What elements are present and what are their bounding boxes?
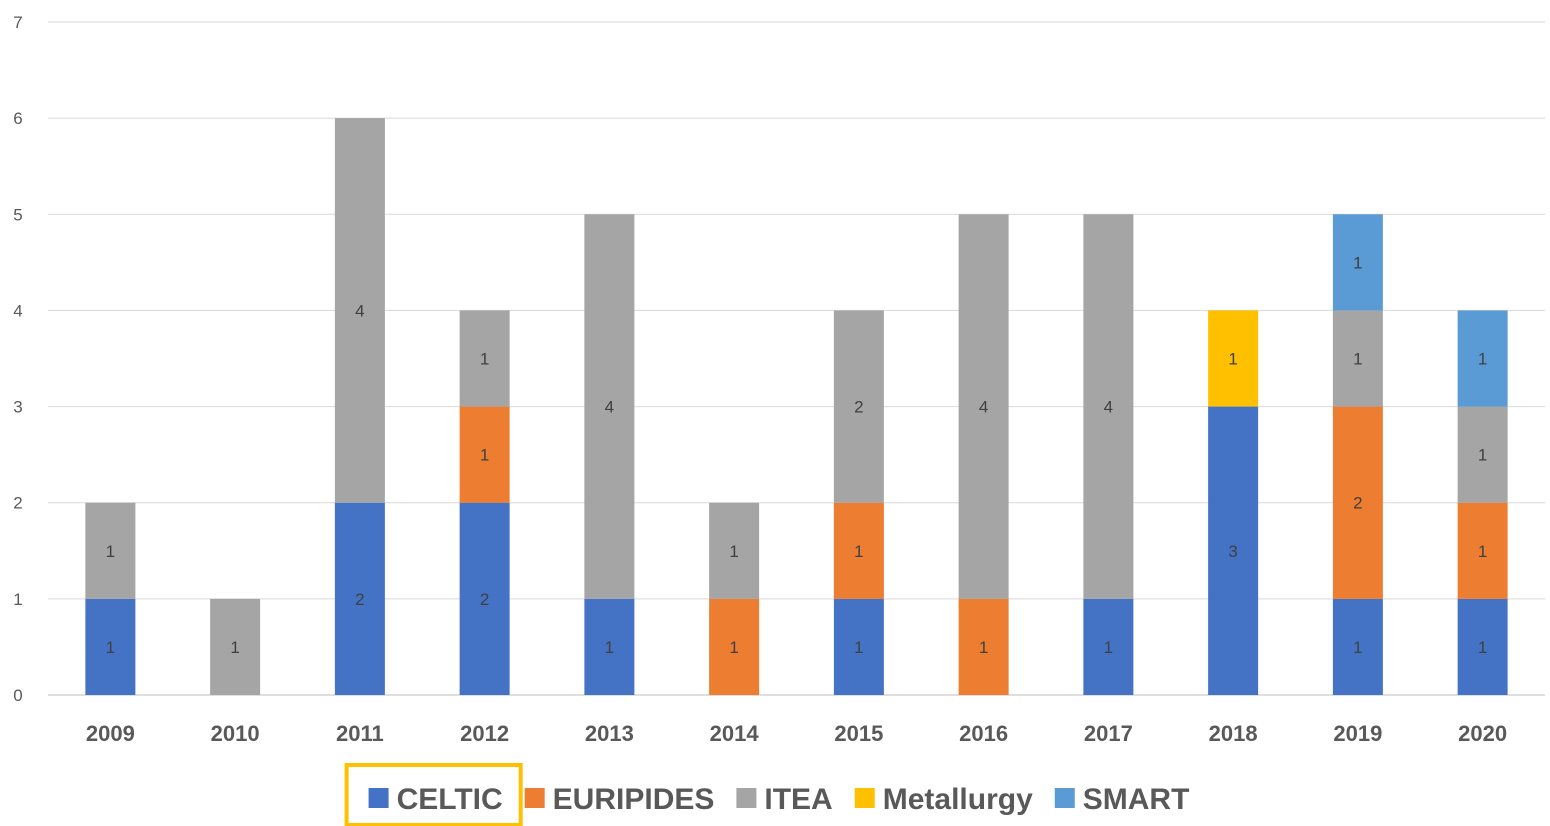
data-label: 1: [1353, 638, 1362, 657]
bar-itea-2012: [459, 310, 510, 407]
y-axis: 0 1 2 3 4 5 6 7: [13, 13, 22, 705]
x-tick-label: 2019: [1333, 721, 1382, 746]
bar-celtic-2017: [1083, 598, 1134, 695]
legend-swatch-celtic: [368, 788, 389, 808]
bar-euripides-2019: [1332, 406, 1383, 599]
legend-label-itea: ITEA: [764, 783, 832, 816]
data-label: 1: [106, 542, 115, 561]
data-label: 1: [1353, 253, 1362, 272]
y-tick-label: 0: [13, 686, 22, 705]
legend-swatch-metallurgy: [854, 788, 875, 808]
data-label: 1: [605, 638, 614, 657]
data-label: 1: [854, 638, 863, 657]
data-label: 4: [605, 398, 614, 417]
x-tick-label: 2014: [710, 721, 760, 746]
y-tick-label: 5: [13, 205, 22, 224]
legend-label-smart: SMART: [1083, 783, 1190, 816]
data-label: 1: [1104, 638, 1113, 657]
data-label: 1: [1353, 350, 1362, 369]
legend-label-metallurgy: Metallurgy: [883, 783, 1033, 816]
data-label: 1: [1478, 638, 1487, 657]
legend-label-euripides: EURIPIDES: [553, 783, 715, 816]
data-label: 1: [729, 542, 738, 561]
bar-itea-2009: [85, 502, 136, 599]
bar-itea-2020: [1457, 406, 1508, 503]
data-label: 1: [979, 638, 988, 657]
data-labels: 1 1 1 2 4 2 1 1 1 4 1 1 1 1 2 1 4 1 4 3 1 1 2 1 1 1 1 1 1: [106, 253, 1488, 657]
bar-itea-2014: [709, 502, 760, 599]
legend-swatch-smart: [1054, 788, 1075, 808]
y-tick-label: 6: [13, 109, 22, 128]
bar-itea-2010: [210, 598, 261, 695]
data-label: 1: [480, 446, 489, 465]
x-axis: 2009 2010 2011 2012 2013 2014 2015 2016 2017 2018…: [86, 721, 1507, 746]
y-tick-label: 2: [13, 494, 22, 513]
data-label: 1: [1478, 542, 1487, 561]
data-label: 4: [979, 398, 988, 417]
x-tick-label: 2012: [460, 721, 509, 746]
data-label: 1: [106, 638, 115, 657]
bar-euripides-2012: [459, 406, 510, 503]
legend-label-celtic: CELTIC: [397, 783, 503, 816]
x-tick-label: 2020: [1458, 721, 1507, 746]
x-tick-label: 2010: [211, 721, 260, 746]
bars: [85, 118, 1508, 695]
bar-metallurgy-2018: [1208, 310, 1259, 407]
legend-swatch-euripides: [524, 788, 545, 808]
bar-celtic-2011: [334, 502, 385, 695]
x-tick-label: 2011: [336, 721, 384, 746]
bar-euripides-2014: [709, 598, 760, 695]
x-tick-label: 2009: [86, 721, 135, 746]
data-label: 1: [480, 350, 489, 369]
y-tick-label: 1: [13, 590, 22, 609]
data-label: 4: [355, 301, 364, 320]
data-label: 1: [230, 638, 239, 657]
bar-celtic-2015: [833, 598, 884, 695]
data-label: 1: [1478, 350, 1487, 369]
legend: CELTIC EURIPIDES ITEA Metallurgy SMART: [344, 763, 1190, 826]
bar-celtic-2013: [584, 598, 635, 695]
gridlines: [48, 21, 1545, 696]
bar-celtic-2020: [1457, 598, 1508, 695]
y-tick-label: 4: [13, 301, 22, 320]
y-tick-label: 3: [13, 398, 22, 417]
bar-itea-2016: [958, 214, 1009, 599]
data-label: 4: [1104, 398, 1113, 417]
data-label: 2: [1353, 494, 1362, 513]
bar-celtic-2012: [459, 502, 510, 695]
x-tick-label: 2013: [585, 721, 634, 746]
data-label: 2: [355, 590, 364, 609]
bar-itea-2017: [1083, 214, 1134, 599]
data-label: 3: [1228, 542, 1237, 561]
data-label: 1: [1228, 350, 1237, 369]
x-tick-label: 2017: [1084, 721, 1133, 746]
bar-celtic-2019: [1332, 598, 1383, 695]
x-tick-label: 2015: [834, 721, 883, 746]
x-tick-label: 2018: [1209, 721, 1258, 746]
x-tick-label: 2016: [959, 721, 1008, 746]
data-label: 1: [1478, 446, 1487, 465]
bar-celtic-2018: [1208, 406, 1259, 695]
bar-smart-2020: [1457, 310, 1508, 407]
data-label: 1: [729, 638, 738, 657]
y-tick-label: 7: [13, 13, 22, 32]
bar-smart-2019: [1332, 214, 1383, 311]
bar-itea-2019: [1332, 310, 1383, 407]
data-label: 1: [854, 542, 863, 561]
legend-highlight-box: [344, 763, 523, 826]
bar-itea-2015: [833, 310, 884, 503]
bar-itea-2011: [334, 118, 385, 503]
data-label: 2: [480, 590, 489, 609]
bar-euripides-2020: [1457, 502, 1508, 599]
bar-euripides-2016: [958, 598, 1009, 695]
legend-swatch-itea: [736, 788, 757, 808]
bar-celtic-2009: [85, 598, 136, 695]
bar-itea-2013: [584, 214, 635, 599]
bar-euripides-2015: [833, 502, 884, 599]
data-label: 2: [854, 398, 863, 417]
